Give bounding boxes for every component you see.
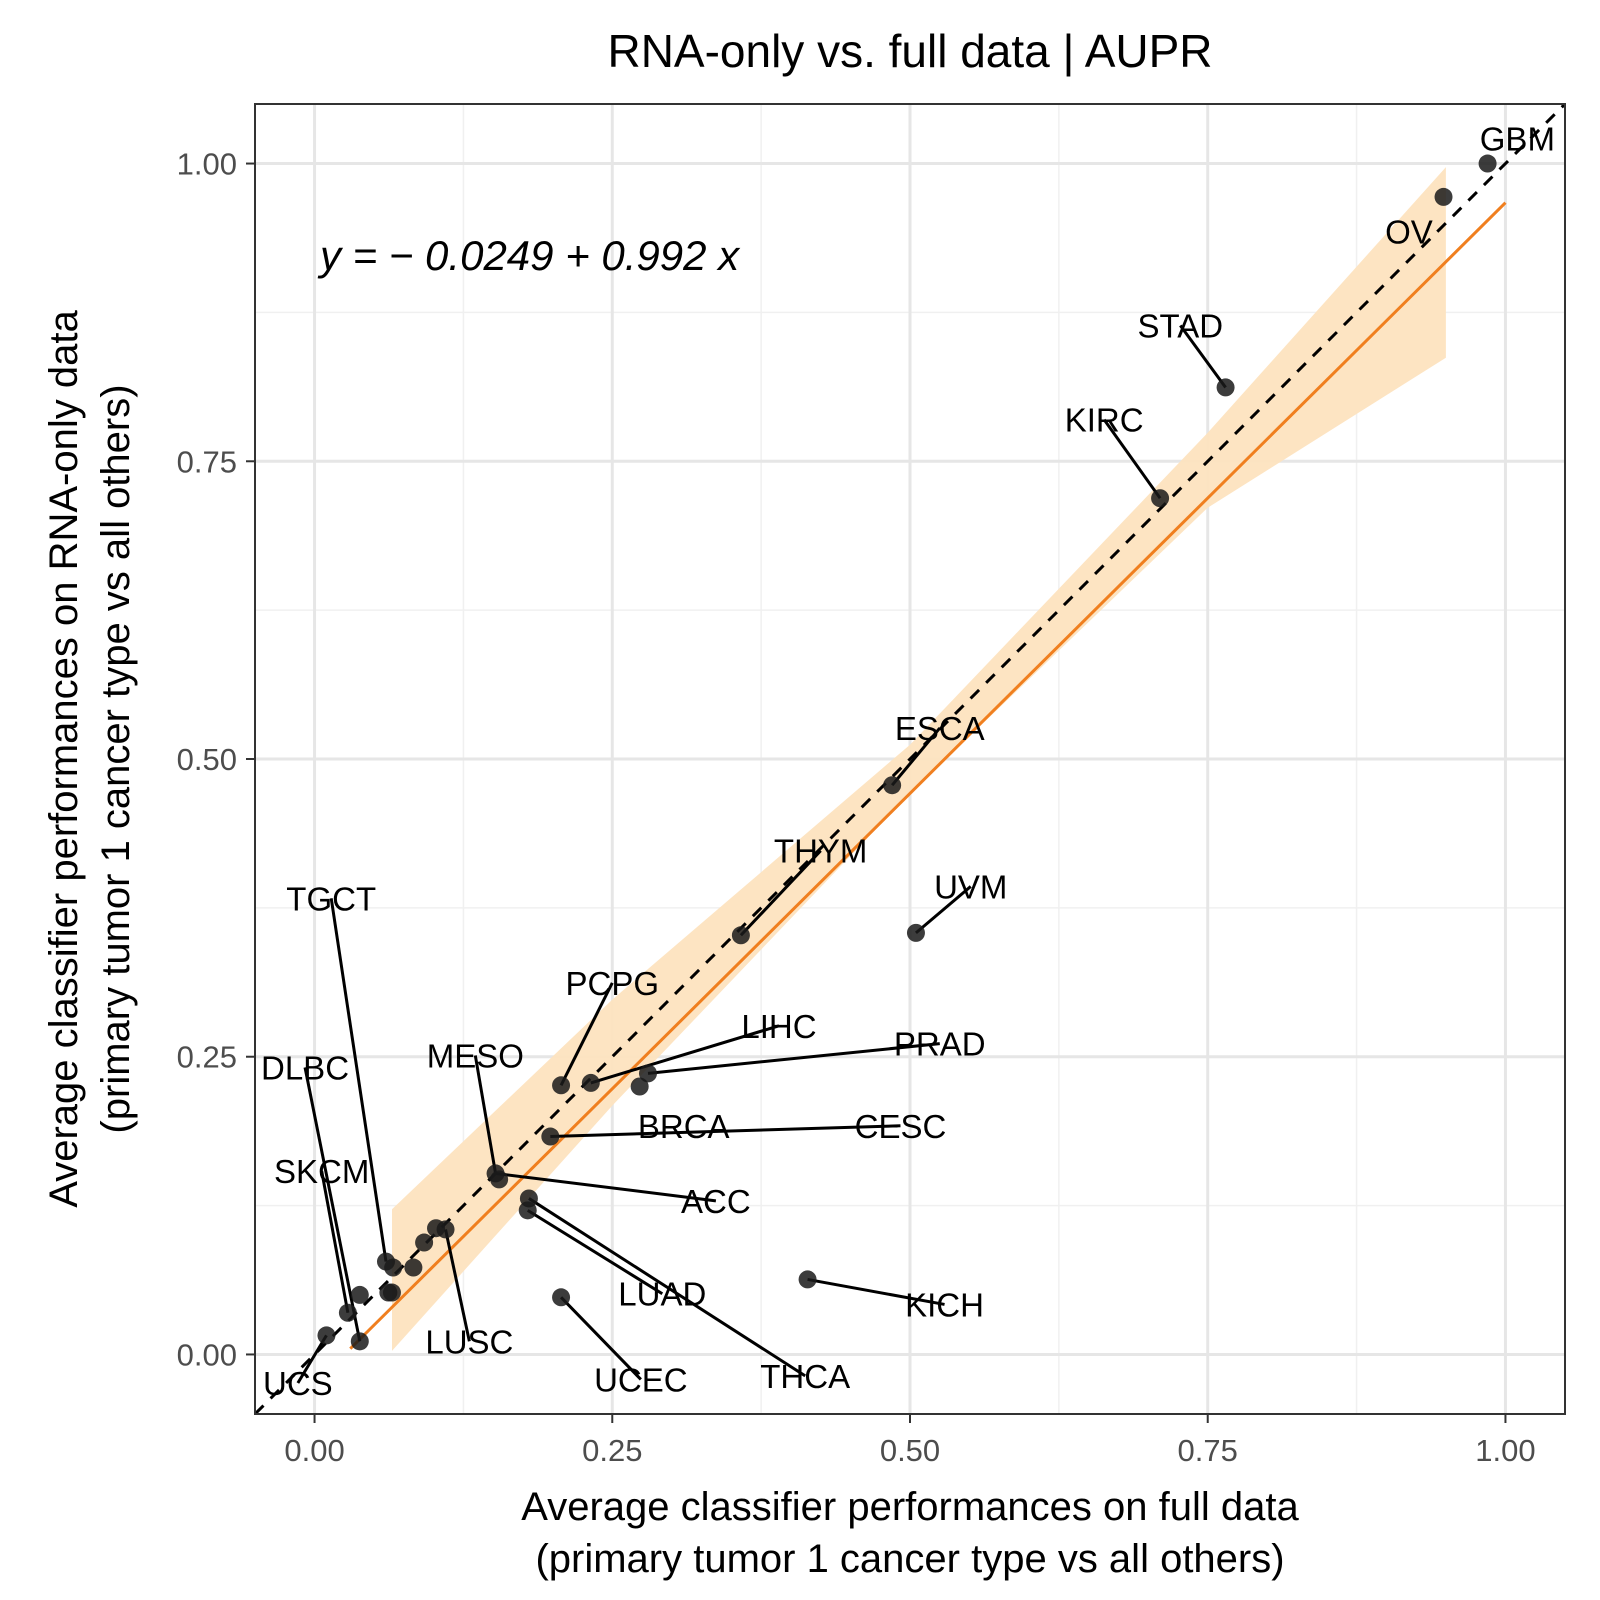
data-point	[639, 1064, 657, 1083]
data-point	[377, 1252, 395, 1271]
data-point	[350, 1285, 369, 1304]
confidence-band	[392, 167, 1446, 1351]
data-point	[404, 1258, 423, 1277]
point-label: THCA	[760, 1358, 850, 1395]
point-label: CESC	[855, 1108, 947, 1145]
label-leaders-layer	[296, 324, 1227, 1384]
data-point	[541, 1127, 560, 1146]
data-point	[317, 1326, 336, 1345]
label-leader-line	[303, 1067, 362, 1342]
point-label: PCPG	[566, 965, 660, 1002]
label-leader-line	[914, 885, 972, 935]
x-tick-label: 0.25	[582, 1433, 642, 1468]
point-label: ESCA	[895, 710, 985, 747]
data-point	[1216, 378, 1235, 397]
x-axis-title-line1: Average classifier performances on full …	[521, 1485, 1299, 1529]
point-label: SKCM	[274, 1153, 369, 1190]
label-leader-line	[444, 1229, 471, 1342]
label-leader-line	[296, 1334, 328, 1384]
data-point	[490, 1170, 509, 1189]
label-leader-line	[320, 1170, 350, 1314]
x-axis-title-line2: (primary tumor 1 cancer type vs all othe…	[535, 1537, 1284, 1581]
label-leader-line	[528, 1197, 807, 1378]
y-axis-title-line1: Average classifier performances on RNA-o…	[42, 310, 86, 1208]
data-point	[630, 1077, 649, 1096]
data-point	[883, 776, 902, 795]
label-leader-line	[526, 1209, 664, 1295]
point-label: TGCT	[286, 880, 376, 917]
data-point	[415, 1233, 434, 1252]
point-label: MESO	[427, 1038, 524, 1075]
data-point	[798, 1270, 817, 1289]
point-label: OV	[1385, 213, 1433, 250]
data-point	[906, 923, 925, 942]
point-label: KIRC	[1065, 402, 1144, 439]
data-point	[581, 1073, 600, 1092]
point-label: ACC	[681, 1183, 751, 1220]
regression-line	[349, 201, 1507, 1350]
data-point	[731, 926, 750, 945]
label-leader-line	[890, 727, 941, 787]
point-label: LUAD	[618, 1276, 706, 1313]
x-tick-label: 1.00	[1475, 1433, 1535, 1468]
label-leader-line	[329, 898, 388, 1262]
label-leader-line	[739, 849, 822, 937]
confidence-band-layer	[392, 167, 1446, 1351]
chart-title: RNA-only vs. full data | AUPR	[607, 25, 1212, 77]
point-label: STAD	[1138, 308, 1224, 345]
x-tick-label: 0.00	[284, 1433, 344, 1468]
label-leader-line	[473, 1055, 498, 1174]
y-axis-title-line2: (primary tumor 1 cancer type vs all othe…	[94, 384, 138, 1133]
label-leader-line	[550, 1124, 901, 1139]
points-layer	[317, 154, 1497, 1351]
label-leader-line	[559, 1296, 642, 1381]
regression-equation: y = − 0.0249 + 0.992 x	[317, 232, 741, 279]
y-axis-ticks: 0.00 0.25 0.50 0.75 1.00	[177, 147, 255, 1372]
data-point	[552, 1076, 571, 1095]
y-tick-label: 0.00	[177, 1337, 237, 1372]
point-label: UCEC	[594, 1361, 688, 1398]
data-point	[1151, 489, 1170, 508]
point-label: UVM	[934, 868, 1007, 905]
point-label: KICH	[905, 1286, 984, 1323]
y-tick-label: 0.25	[177, 1040, 237, 1075]
label-leader-line	[647, 1042, 940, 1075]
data-point	[427, 1219, 446, 1238]
point-label: LUSC	[425, 1323, 513, 1360]
x-tick-label: 0.50	[880, 1433, 940, 1468]
point-label: LIHC	[741, 1008, 816, 1045]
y-tick-label: 0.75	[177, 444, 237, 479]
point-label: PRAD	[894, 1026, 986, 1063]
label-leader-line	[559, 982, 614, 1086]
data-point	[1434, 187, 1453, 206]
reference-lines-layer	[255, 104, 1565, 1414]
data-point	[382, 1283, 401, 1302]
y-tick-label: 1.00	[177, 147, 237, 182]
label-leader-line	[495, 1171, 717, 1203]
label-leader-line	[807, 1277, 945, 1306]
y-tick-label: 0.50	[177, 742, 237, 777]
point-label: GBM	[1480, 121, 1555, 158]
point-labels-layer: GBM OV STAD KIRC ESCA THYM UVM PCPG LIHC PRAD MESO…	[261, 121, 1555, 1403]
data-point	[338, 1303, 357, 1322]
point-label: DLBC	[261, 1049, 349, 1086]
point-label: BRCA	[638, 1108, 730, 1145]
x-tick-label: 0.75	[1178, 1433, 1238, 1468]
data-point	[552, 1288, 571, 1307]
label-leader-line	[590, 1024, 780, 1085]
label-leader-line	[1179, 324, 1227, 389]
label-leader-line	[1102, 418, 1162, 500]
data-point	[1478, 154, 1497, 173]
x-axis-ticks: 0.00 0.25 0.50 0.75 1.00	[284, 1414, 1536, 1468]
point-label: UCS	[263, 1365, 333, 1402]
identity-line	[255, 104, 1565, 1414]
data-point	[350, 1332, 369, 1351]
data-point	[518, 1201, 537, 1220]
point-label: THYM	[774, 833, 868, 870]
